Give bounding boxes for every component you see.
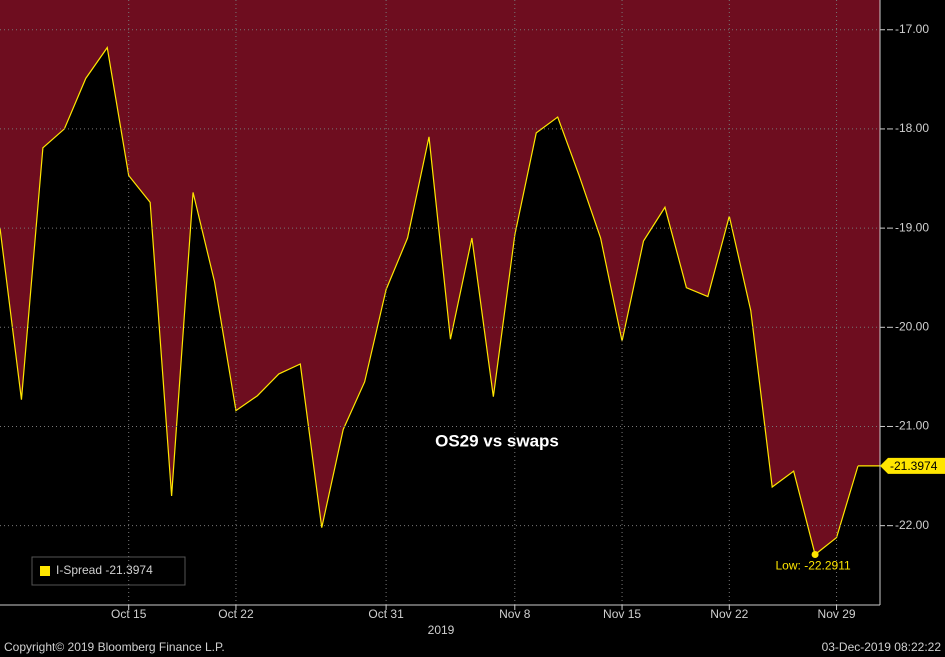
last-value-label: -21.3974 [890, 459, 938, 473]
last-value-tag [880, 457, 945, 474]
y-tick-label: -21.00 [895, 419, 929, 433]
legend-swatch [40, 566, 50, 576]
low-annotation: Low: -22.2911 [776, 559, 852, 573]
x-tick-label: Nov 15 [603, 607, 641, 621]
x-tick-label: Oct 15 [111, 607, 147, 621]
line [0, 46, 859, 556]
y-tick-label: -17.00 [895, 22, 929, 36]
legend-box [31, 556, 186, 586]
y-tick-label: -19.00 [895, 220, 929, 234]
low-marker [811, 551, 819, 559]
plot-area [0, 0, 880, 605]
x-tick-label: Oct 31 [368, 607, 404, 621]
footer-right: 03-Dec-2019 08:22:22 [822, 640, 942, 654]
low-value: -22.2911 [804, 559, 851, 573]
chart-title: OS29 vs swaps [435, 431, 559, 450]
x-tick-label: Nov 22 [710, 607, 748, 621]
low-text: Low: [776, 559, 801, 573]
x-tick-label: Nov 8 [499, 607, 531, 621]
y-tick-label: -18.00 [895, 121, 929, 135]
area-below [0, 47, 880, 605]
y-tick-label: -22.00 [895, 518, 929, 532]
x-tick-label: Oct 22 [218, 607, 254, 621]
legend-value: -21.3974 [105, 563, 153, 577]
legend-entry: I-Spread -21.3974 [56, 563, 153, 577]
x-tick-label: Nov 29 [818, 607, 856, 621]
x-axis-label: 2019 [428, 623, 455, 637]
footer-left: Copyright© 2019 Bloomberg Finance L.P. [4, 640, 225, 654]
legend-name: I-Spread [56, 563, 102, 577]
y-tick-label: -20.00 [895, 319, 929, 333]
